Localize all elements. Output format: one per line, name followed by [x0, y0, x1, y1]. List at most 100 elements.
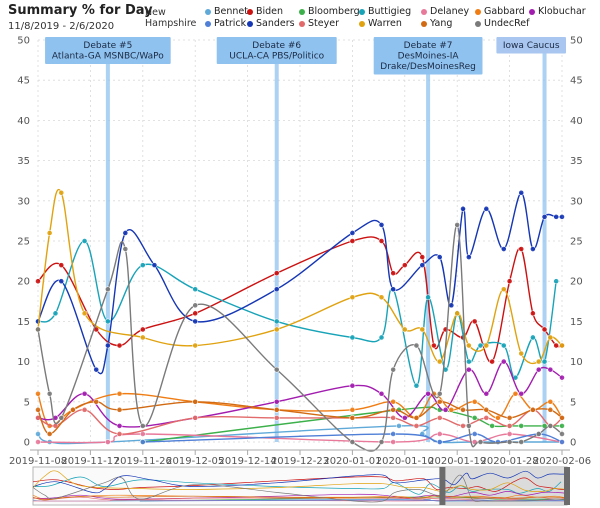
data-point-biden — [390, 270, 397, 277]
navigator-handle-right[interactable] — [564, 467, 570, 505]
data-point-warren — [419, 326, 426, 333]
series-line-patrick — [142, 433, 563, 443]
legend-swatch — [205, 8, 211, 15]
data-point-sanders — [553, 213, 560, 220]
y-tick-label: 35 — [17, 156, 30, 167]
legend-item-bloomberg[interactable]: Bloomberg — [299, 6, 360, 17]
data-point-warren — [46, 230, 53, 236]
legend-swatch — [475, 20, 481, 27]
data-point-warren — [349, 294, 356, 301]
legend-swatch — [247, 8, 253, 15]
x-tick-label: 2019-11-08 — [9, 456, 67, 467]
legend-item-delaney[interactable]: Delaney — [421, 6, 475, 17]
legend-item-gabbard[interactable]: Gabbard — [475, 6, 529, 17]
x-tick-label: 2020-02-06 — [533, 456, 591, 467]
y-tick-label-right: 15 — [570, 317, 583, 328]
navigator-line-sanders — [32, 470, 567, 494]
data-point-undecref — [535, 431, 542, 437]
data-point-undecref — [122, 246, 129, 252]
legend-item-patrick[interactable]: Patrick — [205, 18, 247, 29]
y-tick-label-right: 50 — [570, 36, 583, 47]
event-label-text: UCLA-CA PBS/Politico — [229, 52, 324, 62]
data-point-biden — [349, 238, 356, 244]
data-point-undecref — [465, 423, 472, 429]
legend-item-buttigieg[interactable]: Buttigieg — [359, 6, 421, 17]
legend-swatch — [421, 8, 427, 15]
data-point-buttigieg — [139, 262, 146, 269]
data-point-yang — [529, 406, 536, 413]
data-point-warren — [500, 286, 507, 293]
data-point-delaney — [506, 431, 513, 437]
legend-item-yang[interactable]: Yang — [421, 18, 475, 29]
data-point-biden — [273, 270, 280, 277]
data-point-buttigieg — [541, 358, 548, 365]
data-point-biden — [139, 326, 146, 333]
data-point-warren — [436, 358, 443, 365]
legend-label: Steyer — [308, 18, 339, 29]
data-point-klobuchar — [483, 390, 490, 397]
series-line-steyer — [37, 409, 563, 435]
series-buttigieg — [35, 238, 560, 389]
legend-swatch — [299, 8, 305, 15]
legend-swatch — [205, 20, 211, 27]
legend-item-undecref[interactable]: UndecRef — [475, 18, 529, 29]
legend-swatch — [421, 20, 427, 27]
data-point-klobuchar — [273, 398, 280, 405]
x-tick-label: 2019-11-26 — [114, 456, 172, 467]
data-point-undecref — [58, 414, 65, 421]
data-point-sanders — [529, 246, 536, 252]
y-tick-label: 15 — [17, 317, 30, 328]
legend-label: Klobuchar — [538, 6, 586, 17]
series-lines — [35, 189, 565, 452]
data-point-warren — [454, 310, 461, 317]
data-point-gabbard — [35, 390, 41, 397]
x-tick-label: 2019-11-17 — [61, 456, 119, 467]
data-point-delaney — [390, 439, 397, 445]
legend-item-steyer[interactable]: Steyer — [299, 18, 359, 29]
data-point-undecref — [192, 302, 199, 309]
data-point-biden — [518, 246, 525, 252]
data-point-buttigieg — [500, 342, 507, 349]
y-tick-label-right: 20 — [570, 277, 583, 288]
data-point-steyer — [81, 406, 88, 413]
y-tick-label: 30 — [17, 196, 30, 207]
y-tick-label: 25 — [17, 237, 30, 248]
x-tick-label: 2020-01-19 — [428, 456, 486, 467]
legend-swatch — [359, 20, 365, 27]
data-point-yang — [460, 406, 466, 413]
data-point-warren — [465, 342, 472, 349]
data-point-klobuchar — [535, 366, 542, 373]
event-label-text: Debate #7 — [404, 41, 453, 51]
y-tick-label-right: 45 — [570, 76, 583, 87]
event-line-debate-5-atlanta-ga-msnbc-wapo — [105, 40, 110, 442]
data-point-buttigieg — [192, 286, 199, 293]
legend-swatch — [299, 20, 305, 27]
data-point-warren — [58, 189, 65, 196]
legend-item-sanders[interactable]: Sanders — [247, 18, 299, 29]
data-point-undecref — [46, 390, 53, 397]
data-point-yang — [436, 398, 443, 405]
navigator-handle-left[interactable] — [439, 467, 446, 505]
x-tick-label: 2020-01-10 — [376, 456, 434, 467]
data-point-undecref — [559, 431, 565, 437]
data-point-bennet — [35, 431, 41, 437]
legend-item-klobuchar[interactable]: Klobuchar — [529, 6, 589, 17]
legend-label: Sanders — [256, 18, 295, 29]
legend-item-bennet[interactable]: Bennet — [205, 6, 248, 17]
data-point-steyer — [506, 423, 513, 429]
data-point-warren — [547, 334, 554, 341]
data-point-steyer — [116, 431, 123, 437]
y-tick-label-right: 0 — [570, 438, 576, 449]
chart-legend: Bennet Biden Bloomberg Buttigieg Delaney Gabb… — [205, 6, 600, 29]
legend-item-biden[interactable]: Biden — [247, 6, 299, 17]
legend-item-warren[interactable]: Warren — [359, 18, 421, 29]
event-label-text: Atlanta-GA MSNBC/WaPo — [52, 52, 164, 62]
data-point-klobuchar — [442, 406, 449, 413]
data-point-undecref — [454, 222, 461, 228]
y-tick-label: 45 — [17, 76, 30, 87]
data-point-klobuchar — [547, 366, 554, 373]
y-tick-label: 50 — [17, 36, 30, 47]
series-line-yang — [37, 401, 563, 435]
x-tick-label: 2019-12-23 — [271, 456, 329, 467]
